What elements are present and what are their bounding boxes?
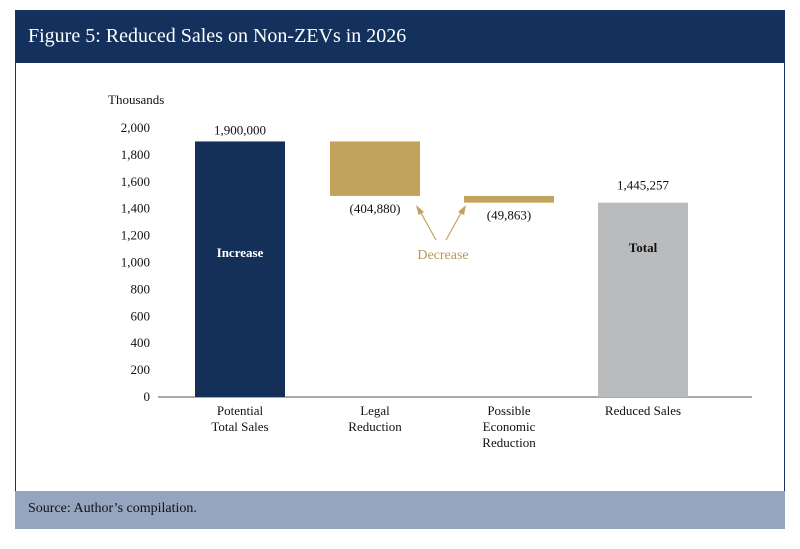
y-tick-label: 1,200	[121, 228, 150, 243]
y-tick-label: 600	[131, 308, 151, 323]
bar-decrease	[330, 141, 420, 196]
y-tick-label: 400	[131, 335, 151, 350]
x-tick-label: Legal	[360, 403, 390, 418]
arrow-right-stem	[445, 212, 462, 241]
x-tick-label: Reduced Sales	[605, 403, 681, 418]
bar-decrease	[464, 195, 554, 203]
x-tick-label: Reduction	[482, 435, 536, 450]
arrow-left-head	[416, 205, 424, 215]
bar-value-label: (404,880)	[350, 201, 401, 216]
x-tick-label: Total Sales	[211, 419, 268, 434]
bars: 1,900,000 Increase (404,880) (49,863) 1,445,…	[195, 122, 688, 397]
source-bar: Source: Author’s compilation.	[15, 491, 785, 529]
y-tick-label: 200	[131, 362, 151, 377]
bar-total	[598, 202, 688, 397]
bar-value-label: 1,900,000	[214, 122, 266, 137]
title-bar: Figure 5: Reduced Sales on Non-ZEVs in 2…	[16, 11, 784, 63]
decrease-annotation-label: Decrease	[417, 248, 468, 263]
y-axis-ticks: 2,000 1,800 1,600 1,400 1,200 1,000 800 600 400 2…	[121, 120, 150, 404]
x-tick-label: Possible	[487, 403, 531, 418]
y-tick-label: 1,400	[121, 201, 150, 216]
source-note: Source: Author’s compilation.	[28, 501, 197, 516]
y-tick-label: 1,600	[121, 174, 150, 189]
y-tick-label: 1,800	[121, 147, 150, 162]
y-tick-label: 2,000	[121, 120, 150, 135]
bar-value-label: (49,863)	[487, 208, 531, 223]
bar-inside-label: Total	[629, 240, 658, 255]
y-tick-label: 1,000	[121, 255, 150, 270]
y-tick-label: 800	[131, 281, 151, 296]
bar-inside-label: Increase	[217, 245, 264, 260]
x-tick-label: Potential	[217, 403, 264, 418]
y-tick-label: 0	[144, 389, 151, 404]
arrow-left-stem	[420, 212, 437, 241]
bar-increase	[195, 141, 285, 397]
decrease-annotation: Decrease	[416, 205, 469, 263]
y-axis-label: Thousands	[108, 92, 164, 107]
figure-title: Figure 5: Reduced Sales on Non-ZEVs in 2…	[28, 25, 407, 47]
x-tick-label: Economic	[483, 419, 536, 434]
bar-value-label: 1,445,257	[617, 178, 670, 193]
x-tick-label: Reduction	[348, 419, 402, 434]
arrow-right-head	[458, 205, 466, 215]
